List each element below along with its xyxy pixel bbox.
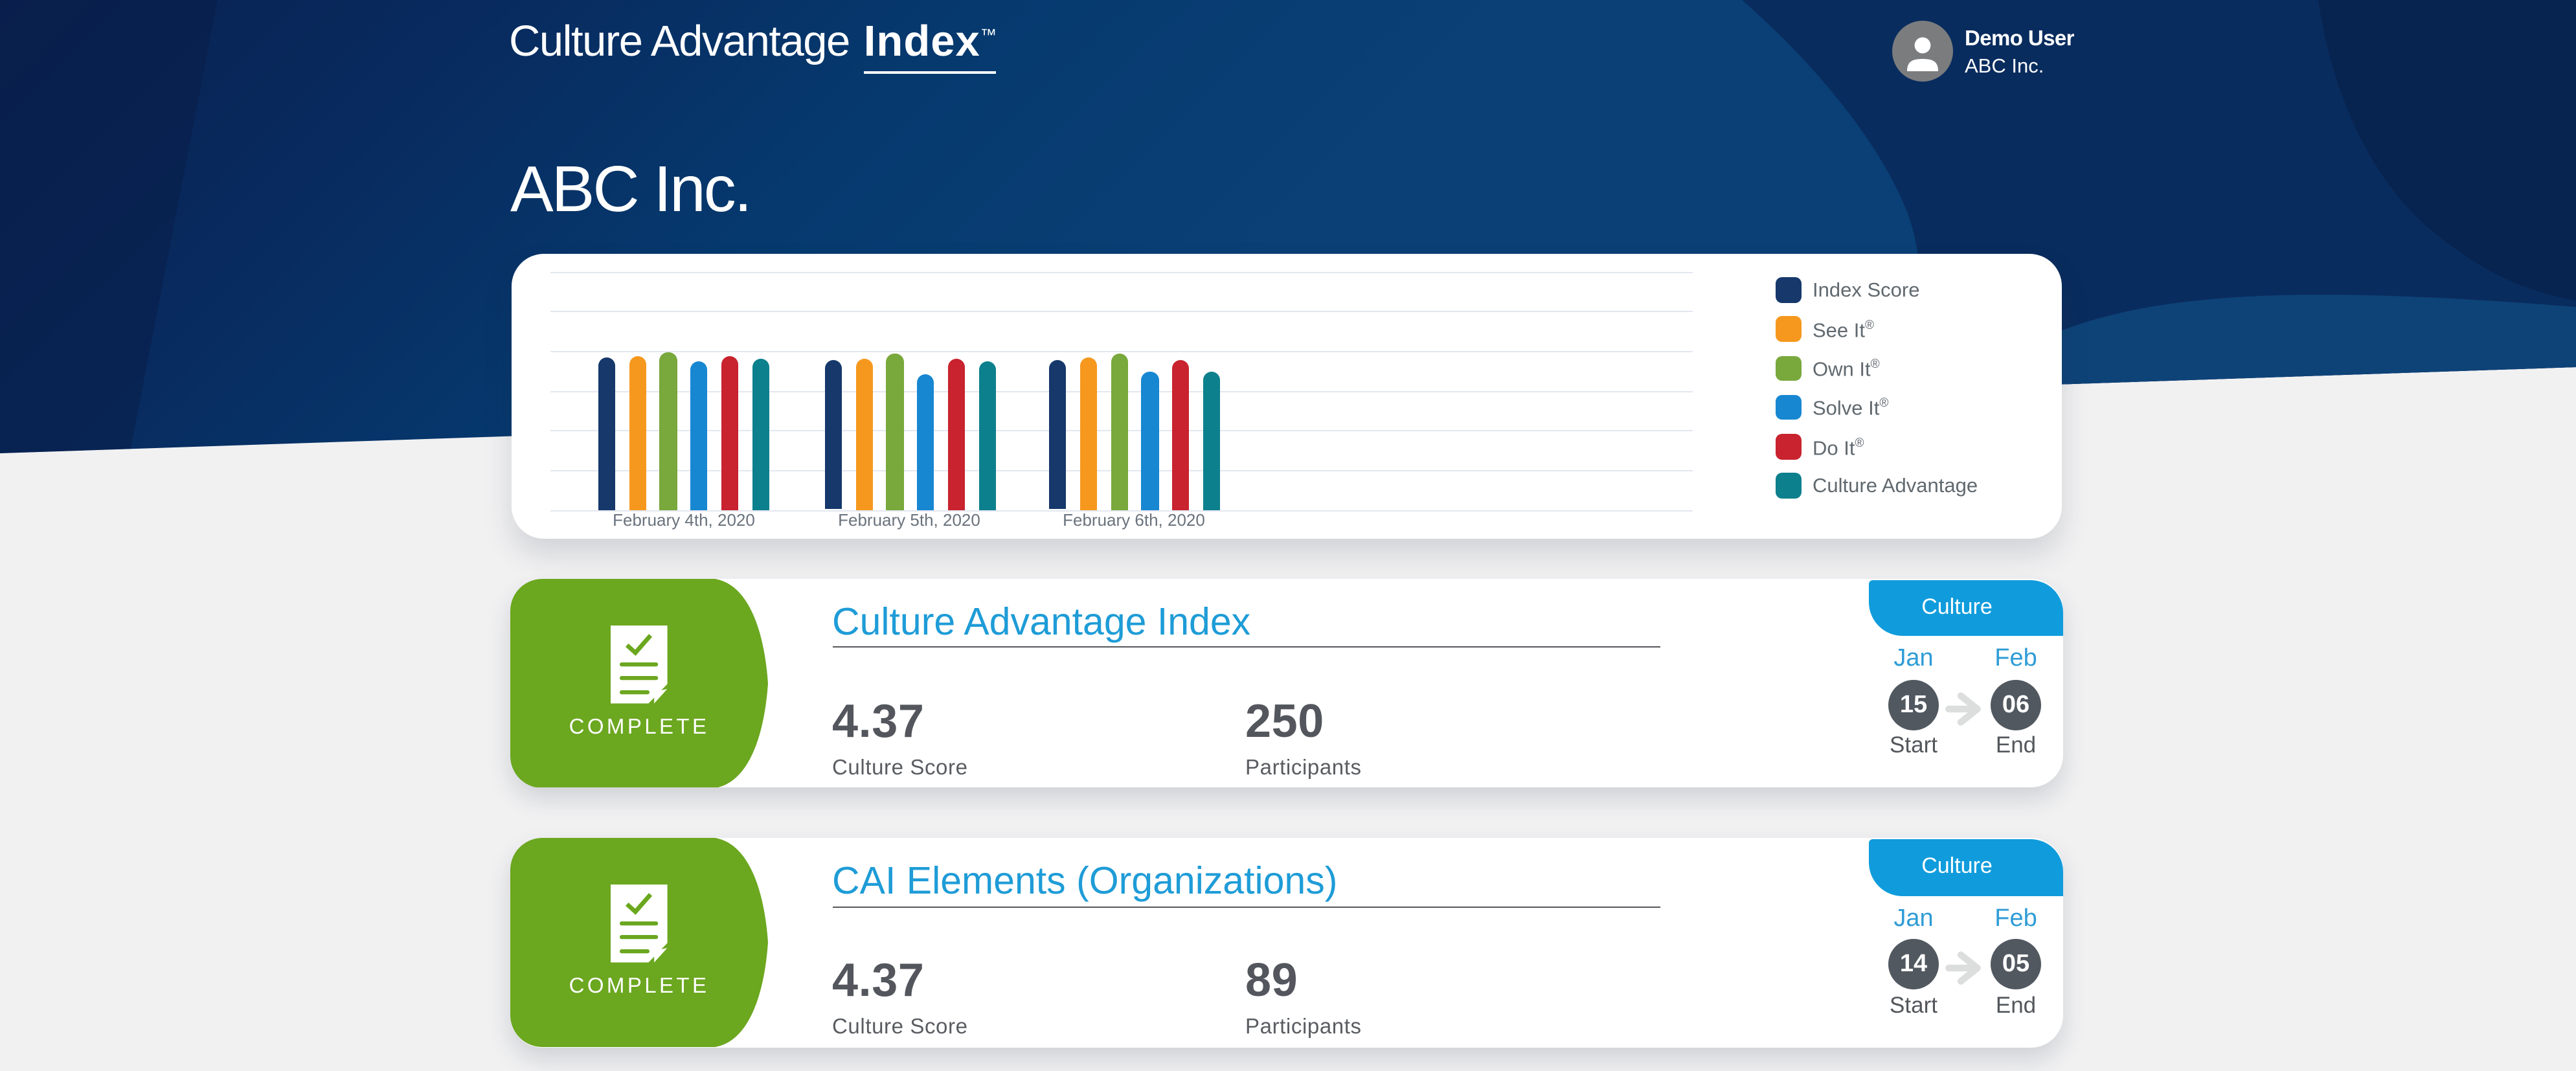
svg-text:COMPLETE: COMPLETE xyxy=(569,973,709,997)
svg-text:COMPLETE: COMPLETE xyxy=(569,714,709,738)
